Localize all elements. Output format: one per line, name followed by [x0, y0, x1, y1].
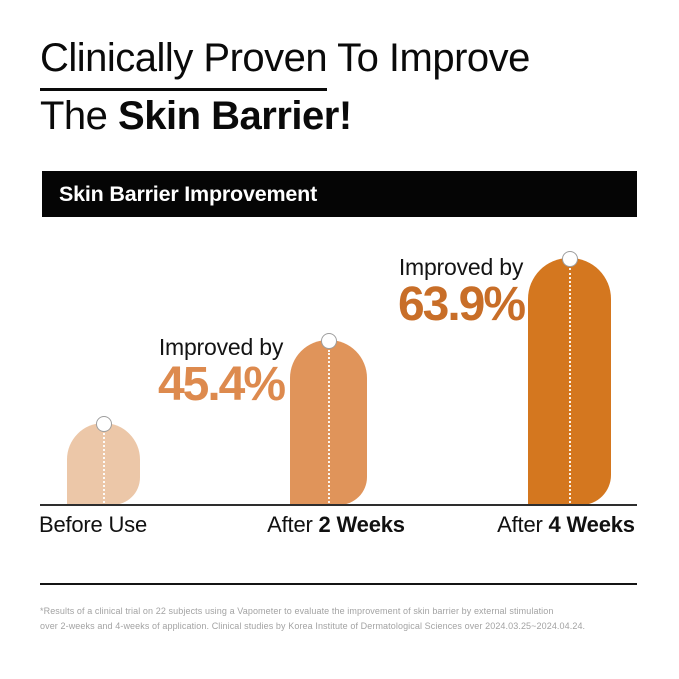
disclaimer-line-2: over 2-weeks and 4-weeks of application.…: [40, 620, 586, 631]
disclaimer-text: *Results of a clinical trial on 22 subje…: [40, 604, 640, 633]
x-label-after-2-weeks: After 2 Weeks: [246, 512, 426, 538]
title-line-1: Clinically Proven To Improve: [40, 33, 530, 91]
annotation-value: 63.9%: [397, 278, 526, 331]
annotation-label: Improved by: [158, 334, 284, 360]
x-label-bold-text: 2 Weeks: [318, 512, 405, 537]
bar-center-dashed-line: [327, 350, 330, 503]
bar-center-dashed-line: [102, 433, 105, 503]
annotation-after-4-weeks: Improved by 63.9%: [361, 254, 561, 331]
bar-after-2-weeks: [290, 333, 367, 505]
bar-after-4-weeks: [528, 251, 611, 505]
annotation-after-2-weeks: Improved by 45.4%: [121, 334, 321, 411]
x-label-text: After: [497, 512, 549, 537]
title-rest-text: To Improve: [327, 36, 530, 80]
title-line-2: The Skin Barrier!: [40, 91, 530, 141]
annotation-value: 45.4%: [157, 358, 286, 411]
annotation-label: Improved by: [398, 254, 524, 280]
x-label-after-4-weeks: After 4 Weeks: [476, 512, 656, 538]
x-label-text: After: [267, 512, 319, 537]
x-label-bold-text: 4 Weeks: [548, 512, 635, 537]
title-underlined-text: Clinically Proven: [40, 33, 328, 91]
bar-top-marker-icon: [95, 416, 112, 432]
title-line2-bold-text: Skin Barrier!: [118, 94, 352, 138]
section-banner: Skin Barrier Improvement: [42, 171, 637, 217]
x-label-text: Before Use: [38, 512, 148, 537]
x-axis-line: [40, 504, 637, 506]
bar-top-marker-icon: [561, 251, 578, 267]
bar-center-dashed-line: [568, 268, 571, 503]
bar-before-use: [67, 416, 140, 505]
banner-label: Skin Barrier Improvement: [59, 181, 318, 206]
bar-top-marker-icon: [320, 333, 337, 349]
footer-divider: [40, 583, 637, 585]
page-title: Clinically Proven To Improve The Skin Ba…: [40, 33, 530, 141]
disclaimer-line-1: *Results of a clinical trial on 22 subje…: [40, 606, 554, 616]
title-line2-regular-text: The: [40, 94, 119, 138]
x-label-before-use: Before Use: [13, 512, 173, 538]
